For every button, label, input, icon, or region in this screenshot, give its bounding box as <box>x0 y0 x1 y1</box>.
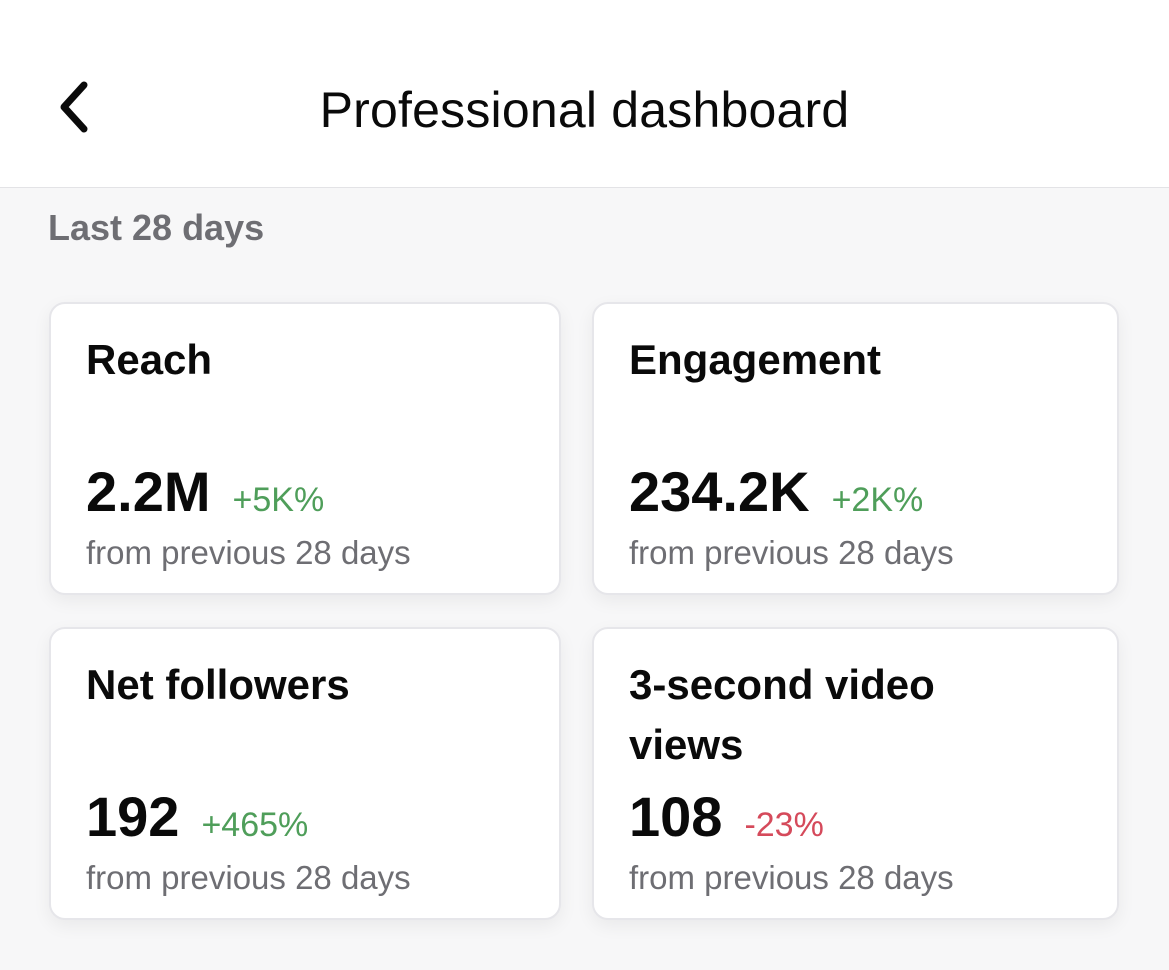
card-subtext: from previous 28 days <box>629 859 954 896</box>
card-value-row: 108 -23% <box>629 784 824 850</box>
card-title: Engagement <box>629 336 882 383</box>
metric-card-engagement[interactable]: Engagement 234.2K +2K% from previous 28 … <box>592 302 1119 595</box>
card-value-row: 192 +465% <box>86 784 308 850</box>
metric-card-net-followers[interactable]: Net followers 192 +465% from previous 28… <box>49 627 561 920</box>
card-title: 3-second video views <box>629 661 935 768</box>
card-subtext: from previous 28 days <box>86 534 411 571</box>
card-value: 192 <box>86 785 180 848</box>
card-subtext: from previous 28 days <box>86 859 411 896</box>
chevron-left-icon <box>54 79 94 140</box>
page-title: Professional dashboard <box>319 82 850 138</box>
card-title: Net followers <box>86 661 350 708</box>
card-title: Reach <box>86 336 213 383</box>
card-value: 234.2K <box>629 460 810 523</box>
metric-card-reach[interactable]: Reach 2.2M +5K% from previous 28 days <box>49 302 561 595</box>
card-value: 2.2M <box>86 460 211 523</box>
card-change: -23% <box>744 806 824 844</box>
card-value-row: 234.2K +2K% <box>629 459 923 525</box>
card-subtext: from previous 28 days <box>629 534 954 571</box>
metric-card-video-views[interactable]: 3-second video views 108 -23% from previ… <box>592 627 1119 920</box>
card-change: +2K% <box>831 481 924 519</box>
header: Professional dashboard <box>0 0 1169 188</box>
card-value: 108 <box>629 785 723 848</box>
card-value-row: 2.2M +5K% <box>86 459 324 525</box>
card-change: +5K% <box>232 481 325 519</box>
card-change: +465% <box>201 806 309 844</box>
period-label: Last 28 days <box>48 207 265 248</box>
back-button[interactable] <box>44 76 104 142</box>
